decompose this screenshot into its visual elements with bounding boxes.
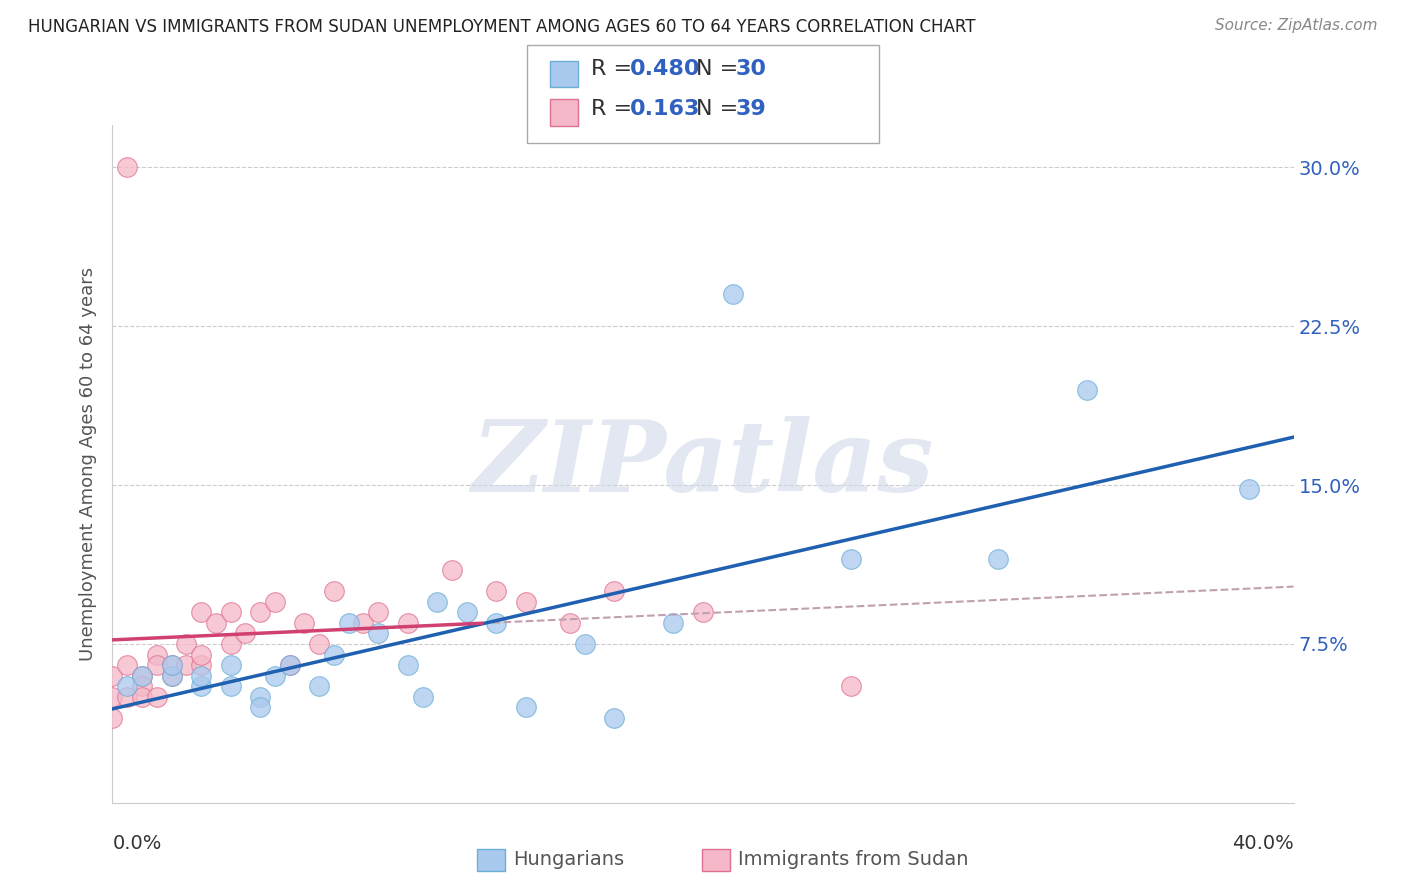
Point — [292, 615, 315, 630]
Point — [515, 594, 537, 608]
Point — [367, 626, 389, 640]
Point — [441, 563, 464, 577]
Point — [721, 287, 744, 301]
Point — [308, 679, 330, 693]
Point — [117, 679, 138, 693]
Point — [131, 690, 153, 704]
Text: 0.0%: 0.0% — [112, 834, 162, 853]
Point — [233, 626, 256, 640]
Point — [160, 658, 183, 673]
Point — [485, 584, 508, 599]
Point — [249, 700, 271, 714]
Point — [692, 605, 714, 619]
Point — [190, 679, 212, 693]
Point — [190, 658, 212, 673]
Point — [160, 658, 183, 673]
Point — [323, 648, 346, 662]
Point — [101, 690, 124, 704]
Point — [323, 584, 346, 599]
Point — [278, 658, 301, 673]
Point — [131, 679, 153, 693]
Text: Source: ZipAtlas.com: Source: ZipAtlas.com — [1215, 18, 1378, 33]
Point — [219, 637, 242, 651]
Point — [396, 615, 419, 630]
Point — [146, 690, 169, 704]
Point — [515, 700, 537, 714]
Point — [367, 605, 389, 619]
Point — [249, 605, 271, 619]
Text: N =: N = — [696, 99, 745, 119]
Point — [190, 648, 212, 662]
Point — [174, 637, 197, 651]
Point — [456, 605, 478, 619]
Point — [411, 690, 433, 704]
Point — [174, 658, 197, 673]
Point — [190, 669, 212, 683]
Text: 39: 39 — [735, 99, 766, 119]
Point — [160, 669, 183, 683]
Point — [131, 669, 153, 683]
Point — [662, 615, 685, 630]
Point — [337, 615, 360, 630]
Point — [558, 615, 582, 630]
Text: R =: R = — [591, 59, 638, 78]
Point — [264, 669, 287, 683]
Point — [352, 615, 374, 630]
Point — [146, 648, 169, 662]
Text: HUNGARIAN VS IMMIGRANTS FROM SUDAN UNEMPLOYMENT AMONG AGES 60 TO 64 YEARS CORREL: HUNGARIAN VS IMMIGRANTS FROM SUDAN UNEMP… — [28, 18, 976, 36]
Point — [117, 161, 138, 175]
Point — [603, 711, 626, 725]
Point — [117, 690, 138, 704]
Point — [396, 658, 419, 673]
Point — [987, 552, 1010, 566]
Point — [1076, 383, 1098, 397]
Point — [839, 552, 862, 566]
Text: ZIPatlas: ZIPatlas — [472, 416, 934, 512]
Point — [160, 669, 183, 683]
Point — [308, 637, 330, 651]
Text: R =: R = — [591, 99, 645, 119]
Text: 40.0%: 40.0% — [1232, 834, 1294, 853]
Y-axis label: Unemployment Among Ages 60 to 64 years: Unemployment Among Ages 60 to 64 years — [79, 267, 97, 661]
Point — [219, 679, 242, 693]
Point — [101, 669, 124, 683]
Text: Immigrants from Sudan: Immigrants from Sudan — [738, 850, 969, 870]
Point — [131, 669, 153, 683]
Text: 0.480: 0.480 — [630, 59, 700, 78]
Point — [574, 637, 596, 651]
Point — [485, 615, 508, 630]
Text: 0.163: 0.163 — [630, 99, 700, 119]
Point — [603, 584, 626, 599]
Text: Hungarians: Hungarians — [513, 850, 624, 870]
Point — [426, 594, 449, 608]
Point — [278, 658, 301, 673]
Point — [264, 594, 287, 608]
Point — [219, 605, 242, 619]
Point — [249, 690, 271, 704]
Text: 30: 30 — [735, 59, 766, 78]
Point — [190, 605, 212, 619]
Point — [146, 658, 169, 673]
Point — [839, 679, 862, 693]
Point — [219, 658, 242, 673]
Point — [101, 711, 124, 725]
Point — [117, 658, 138, 673]
Point — [205, 615, 228, 630]
Text: N =: N = — [696, 59, 745, 78]
Point — [1239, 483, 1261, 497]
